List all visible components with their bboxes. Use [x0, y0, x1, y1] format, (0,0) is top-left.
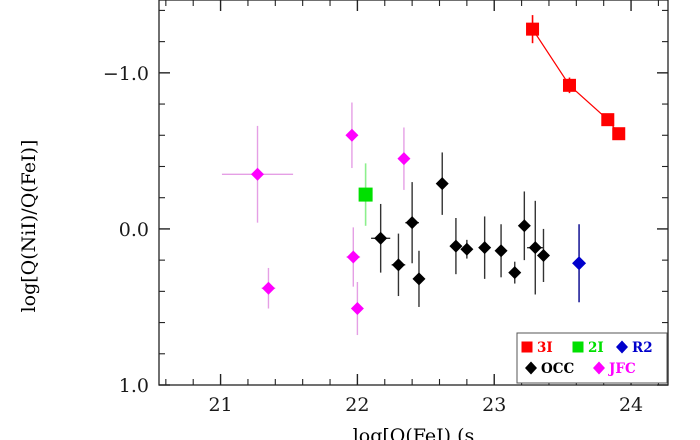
legend-item-3i[interactable]: 3I — [521, 340, 553, 356]
data-point-marker — [345, 128, 359, 142]
data-point-marker — [528, 241, 542, 255]
legend-item-2i[interactable]: 2I — [572, 340, 604, 356]
data-point-marker — [261, 281, 275, 295]
data-point-marker — [358, 187, 373, 202]
legend-label: OCC — [541, 361, 575, 377]
legend-item-jfc[interactable]: JFC — [593, 361, 636, 377]
data-point-marker — [391, 258, 405, 272]
data-point-marker — [460, 242, 474, 256]
series-3i — [526, 15, 626, 141]
legend-label: 2I — [588, 340, 604, 356]
legend-marker-diamond-icon — [616, 340, 628, 354]
data-point-marker — [612, 127, 626, 141]
y-tick-label: 0.0 — [119, 219, 149, 241]
legend-marker-square-icon — [521, 341, 533, 353]
y-tick-label: −1.0 — [103, 63, 149, 85]
data-point-marker — [601, 113, 615, 127]
legend-label: 3I — [537, 340, 553, 356]
series-jfc — [221, 102, 411, 336]
x-axis-label: log[Q(FeI) (s — [353, 425, 475, 440]
legend-marker-diamond-icon — [525, 361, 537, 375]
data-point-marker — [346, 250, 360, 264]
data-point-marker — [350, 302, 364, 316]
data-point-marker — [572, 256, 587, 271]
data-point-marker — [435, 177, 449, 191]
plot-frame — [158, 0, 669, 386]
series-occ — [371, 152, 550, 307]
legend-label: JFC — [608, 361, 636, 377]
legend-item-occ[interactable]: OCC — [525, 361, 575, 377]
legend-label: R2 — [632, 340, 653, 356]
y-tick-label: 1.0 — [119, 375, 149, 397]
x-tick-label: 22 — [345, 394, 369, 416]
data-point-marker — [562, 78, 576, 92]
series-connector-line — [532, 28, 620, 135]
legend: 3I 2I R2 OCC JFC — [521, 340, 653, 377]
data-point-marker — [508, 266, 522, 280]
legend-box — [516, 332, 668, 384]
data-point-marker — [494, 244, 508, 258]
data-point-marker — [526, 22, 540, 36]
legend-item-r2[interactable]: R2 — [616, 340, 653, 356]
data-point-marker — [412, 272, 426, 286]
data-point-marker — [397, 152, 411, 166]
data-point-marker — [449, 239, 463, 253]
data-point-marker — [405, 216, 419, 230]
series-r2 — [572, 224, 587, 303]
x-tick-label: 24 — [619, 394, 643, 416]
data-point-marker — [517, 219, 531, 233]
x-tick-label: 23 — [482, 394, 506, 416]
x-tick-label: 21 — [208, 394, 232, 416]
series-2i — [358, 163, 373, 226]
data-point-marker — [478, 241, 492, 255]
data-point-marker — [536, 248, 550, 262]
legend-marker-diamond-icon — [593, 361, 605, 375]
y-axis-label: log[Q(NiI)/Q(FeI)] — [18, 140, 40, 313]
data-point-marker — [251, 167, 265, 181]
legend-marker-square-icon — [572, 341, 584, 353]
data-point-marker — [374, 231, 388, 245]
